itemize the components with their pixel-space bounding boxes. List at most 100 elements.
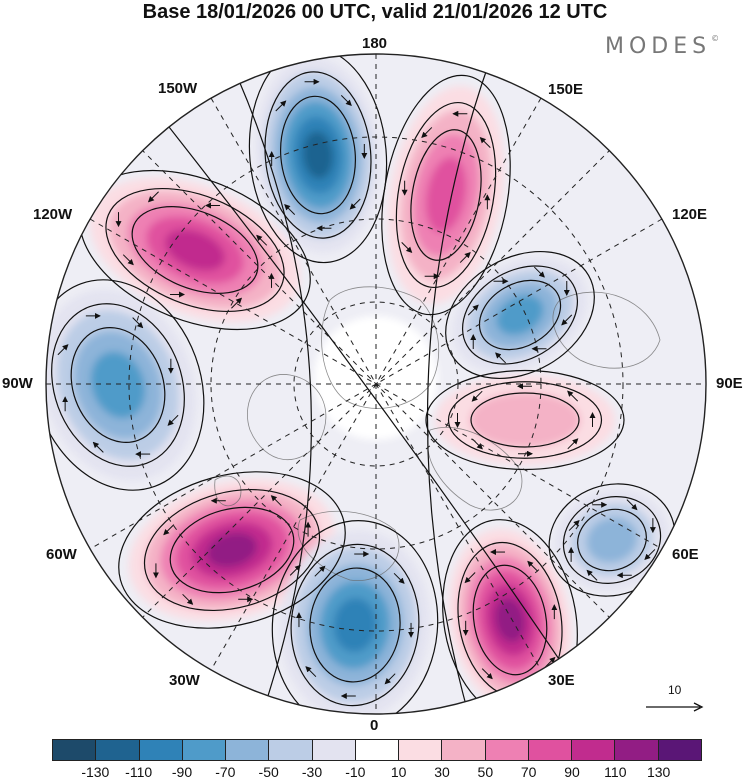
wind-arrow <box>256 234 268 246</box>
streamline <box>447 381 603 459</box>
streamline <box>309 567 401 683</box>
colorbar-tick-label: -30 <box>301 764 323 780</box>
colorbar-segment <box>312 740 356 760</box>
colorbar-tick-label: -130 <box>81 764 110 780</box>
anomaly-center <box>46 289 197 481</box>
wind-arrow <box>568 519 580 531</box>
streamline <box>229 59 312 714</box>
chart-title: Base 18/01/2026 00 UTC, valid 21/01/2026… <box>142 1 608 23</box>
colorbar-segment <box>399 740 443 760</box>
lon-label-90e: 90E <box>716 375 743 392</box>
wind-arrow <box>467 304 479 316</box>
anomaly-fill-level <box>302 131 334 179</box>
wind-arrow <box>533 266 545 278</box>
colorbar-tick-label: -110 <box>125 764 153 780</box>
wind-arrow <box>626 499 638 511</box>
anomaly-center <box>554 488 670 592</box>
streamline <box>472 564 548 676</box>
brand-logo: MODES© <box>605 34 719 59</box>
lon-label-30e: 30E <box>548 672 575 689</box>
brand-mark: © <box>711 34 720 43</box>
wind-arrow <box>644 549 656 561</box>
streamline <box>51 303 185 467</box>
anomaly-center <box>255 57 381 253</box>
anomaly-center <box>448 528 572 712</box>
lon-label-120e: 120E <box>672 206 708 223</box>
lon-label-60w: 60W <box>46 546 77 563</box>
colorbar-segment <box>572 740 616 760</box>
anomaly-fill-level <box>495 597 525 643</box>
anomaly-center <box>452 257 588 373</box>
wind-arrow <box>479 137 491 149</box>
streamline <box>461 265 579 365</box>
streamline <box>271 520 439 714</box>
anomaly-fill-level <box>469 392 581 448</box>
colorbar-ticks: -130 -110 -90 -70 -50 -30 -10 10 30 50 70 90 110 130 <box>52 764 702 782</box>
wind-arrow <box>459 251 471 263</box>
lon-label-120w: 120W <box>33 206 73 223</box>
colorbar-segment <box>182 740 227 760</box>
wind-arrow <box>57 344 69 356</box>
wind-arrow <box>163 524 175 536</box>
wind-arrow <box>527 560 539 572</box>
colorbar-segment <box>615 740 659 760</box>
colorbar-tick-label: -50 <box>258 764 279 780</box>
lon-label-90w: 90W <box>2 375 33 392</box>
streamline <box>381 74 511 316</box>
streamline <box>143 488 321 612</box>
wind-arrow <box>132 317 144 329</box>
streamline <box>395 101 497 289</box>
wind-arrow <box>270 495 282 507</box>
lon-label-150w: 150W <box>158 80 198 97</box>
colorbar-tick-label: 110 <box>604 764 627 780</box>
wind-arrow <box>182 593 194 605</box>
streamline <box>410 129 482 261</box>
polar-map <box>45 53 707 715</box>
lon-label-30w: 30W <box>169 672 200 689</box>
streamline <box>470 392 580 448</box>
wind-arrow <box>349 198 361 210</box>
colorbar-segment <box>658 740 701 760</box>
lon-label-0: 0 <box>370 717 379 734</box>
wind-arrow <box>495 352 507 364</box>
wind-arrow <box>231 297 243 309</box>
lon-label-150e: 150E <box>548 81 584 98</box>
wind-arrow <box>289 564 301 576</box>
streamline <box>131 206 259 294</box>
anomaly-center <box>387 86 505 304</box>
colorbar-tick-label: -10 <box>345 764 366 780</box>
streamline <box>442 519 578 714</box>
colorbar-tick-label: 70 <box>520 764 537 780</box>
wind-arrow <box>421 127 433 139</box>
wind-arrow <box>314 565 326 577</box>
anomaly-fill-level <box>333 597 377 653</box>
wind-arrows <box>57 78 656 699</box>
wind-arrow <box>122 254 134 266</box>
graticule <box>46 54 706 714</box>
anomaly-center <box>129 478 335 622</box>
colorbar-segment <box>485 740 529 760</box>
wind-arrow <box>147 191 159 203</box>
colorbar-tick-label: 10 <box>390 764 407 780</box>
reference-arrow-icon <box>646 702 704 712</box>
streamline <box>279 95 357 215</box>
streamline <box>548 483 676 597</box>
streamline <box>248 54 388 264</box>
wind-arrow <box>393 572 405 584</box>
colorbar-segment <box>355 740 400 760</box>
streamline <box>105 187 285 313</box>
wind-arrow <box>284 203 296 215</box>
colorbar-tick-label: 90 <box>564 764 580 780</box>
wind-arrow <box>305 666 317 678</box>
anomaly-fill-level <box>496 294 544 336</box>
streamline <box>577 508 647 572</box>
anomaly-fill-level <box>207 532 257 568</box>
anomaly-center <box>435 375 615 465</box>
wind-arrow <box>275 100 287 112</box>
colorbar-tick-label: -70 <box>215 764 236 780</box>
colorbar-segment <box>442 740 486 760</box>
wind-arrow <box>567 438 579 450</box>
streamline <box>264 71 372 239</box>
streamline <box>46 279 205 491</box>
wind-arrow <box>401 241 413 253</box>
